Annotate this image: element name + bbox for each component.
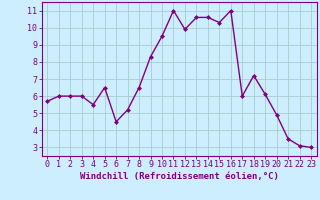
X-axis label: Windchill (Refroidissement éolien,°C): Windchill (Refroidissement éolien,°C): [80, 172, 279, 181]
